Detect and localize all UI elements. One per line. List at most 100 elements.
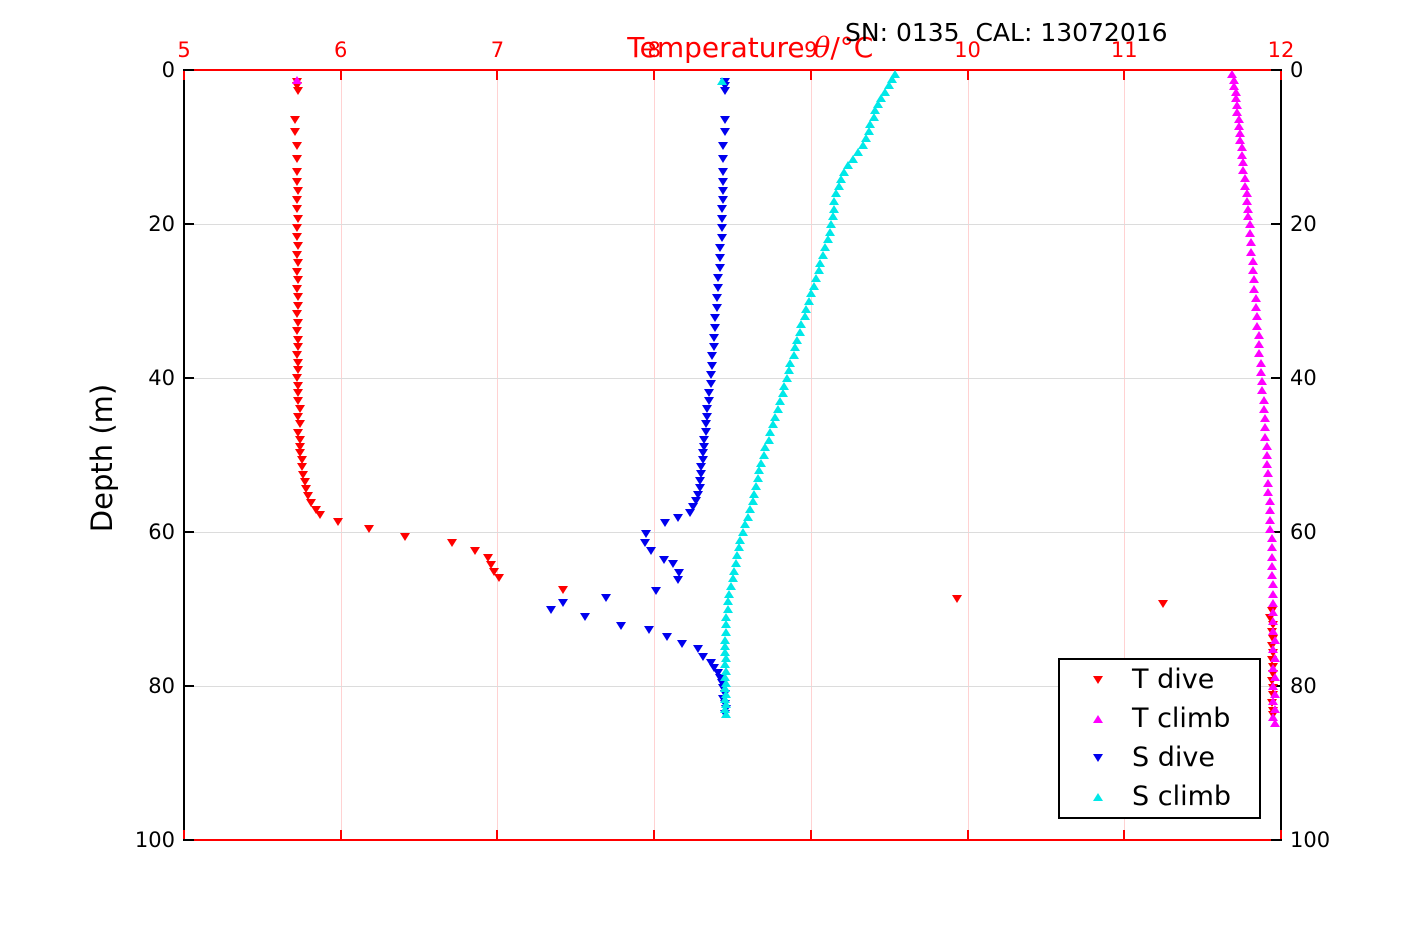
y-tick-label-right: 60	[1290, 520, 1317, 544]
data-point-s-climb	[758, 451, 769, 459]
data-point-t-climb	[1266, 543, 1277, 552]
data-point-t-dive	[1158, 599, 1169, 608]
chart-title: Temperature θ/°C	[184, 0, 1281, 97]
chart-title-units: /°C	[830, 31, 874, 64]
data-point-s-dive	[672, 514, 683, 523]
data-point-t-climb	[1249, 284, 1260, 293]
data-point-t-dive	[296, 463, 307, 472]
data-point-t-climb	[1235, 129, 1246, 138]
data-point-s-climb	[808, 281, 819, 290]
data-point-s-dive	[699, 442, 710, 451]
data-point-s-climb	[772, 404, 783, 413]
data-point-t-climb	[1268, 626, 1279, 635]
data-point-s-climb	[740, 520, 751, 529]
data-point-s-dive	[616, 621, 627, 630]
data-point-s-climb	[732, 551, 743, 560]
x-tick-mark	[496, 830, 499, 839]
data-point-s-climb	[887, 75, 898, 84]
data-point-s-climb	[743, 512, 754, 521]
data-point-s-climb	[863, 126, 874, 135]
data-point-s-dive	[691, 497, 702, 506]
data-point-t-climb	[1236, 150, 1247, 159]
data-point-t-climb	[1255, 367, 1266, 376]
x-tick-label: 11	[1110, 38, 1138, 62]
data-point-s-climb	[735, 535, 746, 544]
x-gridline	[340, 70, 342, 840]
data-point-t-dive	[293, 358, 304, 367]
data-point-t-dive	[294, 449, 305, 458]
data-point-s-climb	[716, 76, 727, 85]
y-gridline	[184, 224, 1281, 225]
x-tick-mark	[809, 830, 812, 839]
data-point-s-dive	[703, 397, 714, 406]
x-tick-mark	[653, 830, 656, 839]
data-point-s-dive	[714, 243, 725, 252]
data-point-t-climb	[1246, 238, 1257, 247]
data-point-t-dive	[489, 568, 500, 577]
data-point-s-dive	[658, 555, 669, 564]
data-point-s-climb	[823, 235, 834, 244]
data-point-s-dive	[693, 491, 704, 500]
data-point-s-climb	[857, 140, 868, 149]
data-point-s-climb	[721, 689, 732, 698]
data-point-s-climb	[876, 93, 887, 102]
data-point-s-climb	[751, 481, 761, 490]
x-tick-label: 12	[1267, 38, 1295, 62]
data-point-s-climb	[755, 458, 766, 467]
data-point-t-climb	[1268, 697, 1279, 706]
data-point-s-dive	[685, 508, 696, 517]
data-point-t-climb	[1261, 451, 1272, 459]
legend-marker-icon	[1093, 754, 1103, 762]
y-gridline	[184, 532, 1281, 533]
data-point-s-dive	[716, 233, 727, 242]
data-point-t-dive	[332, 517, 343, 526]
data-point-s-climb	[796, 320, 807, 329]
data-point-t-climb	[1258, 395, 1269, 404]
data-point-s-dive	[716, 214, 727, 223]
data-point-t-climb	[1247, 256, 1258, 265]
data-point-t-dive	[293, 259, 304, 268]
data-point-s-climb	[848, 154, 859, 163]
x-tick-mark	[653, 71, 656, 80]
data-point-t-dive	[293, 293, 304, 302]
legend-entry: T dive	[1060, 660, 1259, 699]
data-point-s-climb	[721, 620, 732, 629]
x-gridline	[654, 70, 656, 840]
x-tick-mark	[809, 71, 812, 80]
data-point-t-climb	[1227, 69, 1238, 78]
data-point-s-climb	[719, 672, 730, 681]
data-point-t-climb	[1263, 469, 1274, 478]
data-point-t-dive	[446, 538, 457, 547]
data-point-s-climb	[818, 250, 829, 259]
data-point-s-dive	[710, 313, 721, 322]
data-point-s-dive	[667, 560, 678, 569]
data-point-s-dive	[677, 639, 688, 648]
data-point-t-dive	[293, 242, 304, 251]
data-point-s-climb	[727, 574, 738, 583]
data-point-s-dive	[719, 86, 730, 95]
y-tick-mark	[185, 531, 194, 533]
data-point-s-climb	[870, 106, 881, 115]
y-tick-label-left: 0	[161, 58, 175, 82]
data-point-t-dive	[301, 484, 312, 493]
y-tick-label-left: 100	[134, 828, 175, 852]
data-point-s-climb	[829, 204, 840, 213]
y-tick-label-left: 20	[148, 212, 175, 236]
data-point-t-climb	[1269, 654, 1280, 663]
data-point-t-dive	[298, 471, 309, 480]
data-point-t-climb	[1260, 414, 1271, 423]
data-point-t-climb	[1258, 404, 1269, 413]
data-point-s-dive	[639, 538, 650, 547]
data-point-s-dive	[545, 605, 556, 614]
y-tick-label-left: 80	[148, 674, 175, 698]
data-point-t-dive	[293, 301, 304, 310]
y-axis-left	[183, 69, 185, 841]
data-point-s-climb	[785, 358, 796, 367]
data-point-t-dive	[291, 310, 302, 319]
data-point-s-climb	[733, 543, 744, 552]
data-point-s-climb	[890, 69, 901, 78]
data-point-s-climb	[719, 660, 730, 669]
data-point-s-dive	[718, 186, 729, 195]
data-point-s-climb	[752, 474, 763, 483]
data-point-t-dive	[291, 205, 302, 214]
